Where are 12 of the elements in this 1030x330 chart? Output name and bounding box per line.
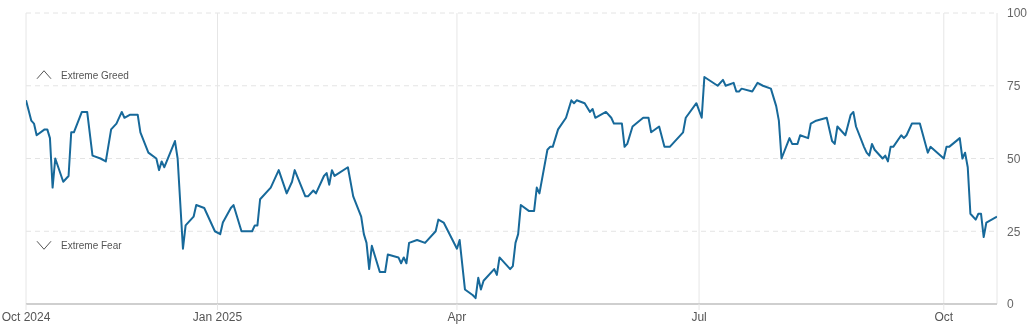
y-tick-label: 75 [1007,79,1021,94]
y-tick-label: 100 [1007,6,1028,21]
x-tick-label: Jul [691,309,707,324]
annotation: Extreme Greed [61,69,129,81]
y-tick-label: 0 [1007,297,1014,312]
x-tick-label: Oct 2024 [1,309,51,324]
annotation: Extreme Fear [61,240,123,252]
x-tick-label: Apr [447,309,467,324]
y-tick-label: 50 [1007,151,1021,166]
x-tick-label: Jan 2025 [192,309,243,324]
y-tick-label: 25 [1007,224,1021,239]
x-tick-label: Oct [934,309,954,324]
